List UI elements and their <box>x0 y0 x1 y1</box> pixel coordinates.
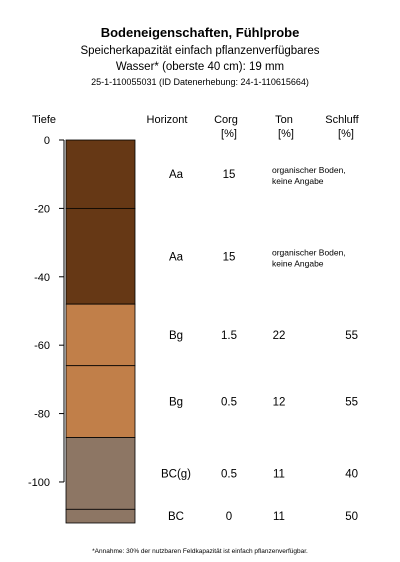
header-corg-unit: [%] <box>221 128 237 140</box>
horizont-value: Bg <box>169 397 183 409</box>
soil-layer <box>65 437 136 510</box>
ton-value: 22 <box>273 330 286 342</box>
header-corg: Corg <box>214 114 238 126</box>
ton-value: 11 <box>273 511 285 523</box>
corg-value: 15 <box>223 169 236 181</box>
horizont-value: BC(g) <box>161 468 191 480</box>
y-tick-label: -60 <box>34 340 50 352</box>
corg-value: 0.5 <box>221 468 237 480</box>
y-axis-label: Tiefe <box>32 114 56 126</box>
y-tick-label: -80 <box>34 409 50 421</box>
layer-note: keine Angabe <box>272 258 324 268</box>
soil-layer <box>65 207 136 305</box>
chart-subtitle-line2: Wasser* (oberste 40 cm): 19 mm <box>116 61 284 73</box>
chart-subtitle-line3: 25-1-110055031 (ID Datenerhebung: 24-1-1… <box>91 77 309 87</box>
corg-value: 0.5 <box>221 397 237 409</box>
y-tick-label: -20 <box>34 203 50 215</box>
y-tick-label: -40 <box>34 272 50 284</box>
ton-value: 11 <box>273 468 285 480</box>
schluff-value: 40 <box>345 468 358 480</box>
horizont-value: Aa <box>169 169 184 181</box>
y-tick-label: 0 <box>44 135 50 147</box>
header-schluff: Schluff <box>325 114 359 126</box>
horizont-value: Bg <box>169 330 183 342</box>
soil-layer <box>65 303 136 367</box>
schluff-value: 55 <box>345 330 358 342</box>
corg-value: 0 <box>226 511 232 523</box>
soil-layers <box>65 139 136 524</box>
corg-value: 15 <box>223 251 236 263</box>
footnote: *Annahme: 30% der nutzbaren Feldkapazitä… <box>92 548 308 555</box>
corg-value: 1.5 <box>221 330 237 342</box>
layer-note: organischer Boden, <box>272 165 346 175</box>
header-ton-unit: [%] <box>278 128 294 140</box>
schluff-value: 55 <box>345 397 358 409</box>
header-ton: Ton <box>275 114 293 126</box>
chart-title: Bodeneigenschaften, Fühlprobe <box>101 25 300 40</box>
layer-note: organischer Boden, <box>272 247 346 257</box>
y-tick-label: -100 <box>28 477 50 489</box>
chart-subtitle-line1: Speicherkapazität einfach pflanzenverfüg… <box>80 45 319 57</box>
ton-value: 12 <box>273 397 286 409</box>
header-schluff-unit: [%] <box>338 128 354 140</box>
soil-layer <box>65 365 136 438</box>
layer-note: keine Angabe <box>272 176 324 186</box>
schluff-value: 50 <box>345 511 358 523</box>
header-horizont: Horizont <box>147 114 188 126</box>
y-axis: 0 -20 -40 -60 -80 -100 <box>28 135 65 489</box>
soil-layer <box>65 508 136 524</box>
horizont-value: Aa <box>169 251 184 263</box>
horizont-value: BC <box>168 511 184 523</box>
soil-layer <box>65 139 136 209</box>
